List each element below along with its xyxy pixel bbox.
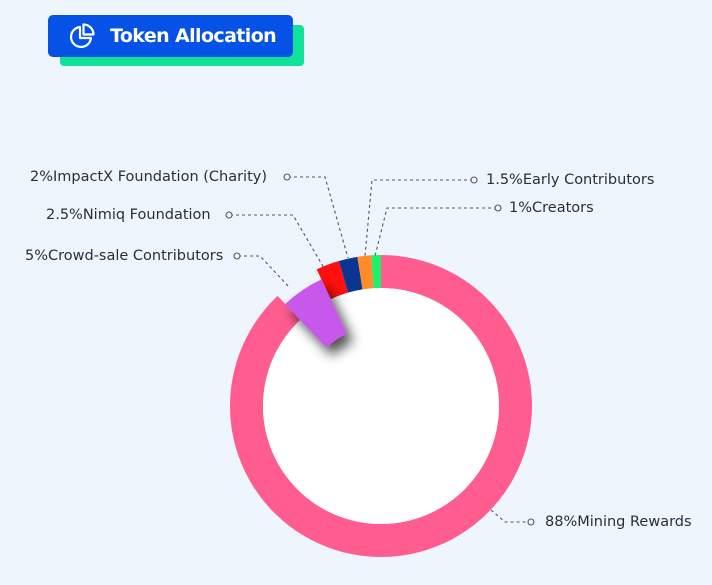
slice-crowd-sale-contributors[interactable]	[285, 279, 347, 348]
leader-line-nimiq	[230, 214, 325, 269]
exploded-slice	[285, 279, 347, 348]
slice-early-contributors[interactable]	[357, 255, 374, 290]
pie-chart-icon	[69, 23, 95, 49]
leader-dot-nimiq	[225, 211, 233, 219]
title-badge: Token Allocation	[48, 15, 304, 67]
label-creators: 1%Creators	[509, 200, 594, 216]
leader-lines	[225, 173, 535, 526]
page-title: Token Allocation	[110, 25, 277, 47]
leader-line-creators	[374, 207, 497, 257]
donut-slices	[230, 255, 533, 557]
leader-line-mining	[490, 509, 530, 523]
leader-dot-impactx	[283, 173, 291, 181]
leader-dot-crowdsale	[233, 252, 241, 260]
leader-dot-creators	[494, 204, 502, 212]
slice-nimiq-foundation[interactable]	[316, 260, 349, 300]
slice-impactx-foundation-charity[interactable]	[338, 256, 363, 293]
donut-hole	[263, 288, 499, 524]
label-mining-rewards: 88%Mining Rewards	[545, 514, 692, 530]
label-crowdsale: 5%Crowd-sale Contributors	[25, 248, 224, 264]
label-impactx: 2%ImpactX Foundation (Charity)	[30, 169, 268, 185]
title-badge-main: Token Allocation	[48, 15, 293, 57]
label-nimiq: 2.5%Nimiq Foundation	[46, 207, 211, 223]
slice-creators[interactable]	[371, 255, 381, 289]
label-early-contributors: 1.5%Early Contributors	[486, 172, 655, 188]
leader-line-impactx	[288, 176, 349, 259]
leader-line-early	[364, 179, 473, 257]
leader-dot-early	[470, 176, 478, 184]
leader-line-crowdsale	[238, 255, 291, 289]
leader-dot-mining	[527, 518, 535, 526]
